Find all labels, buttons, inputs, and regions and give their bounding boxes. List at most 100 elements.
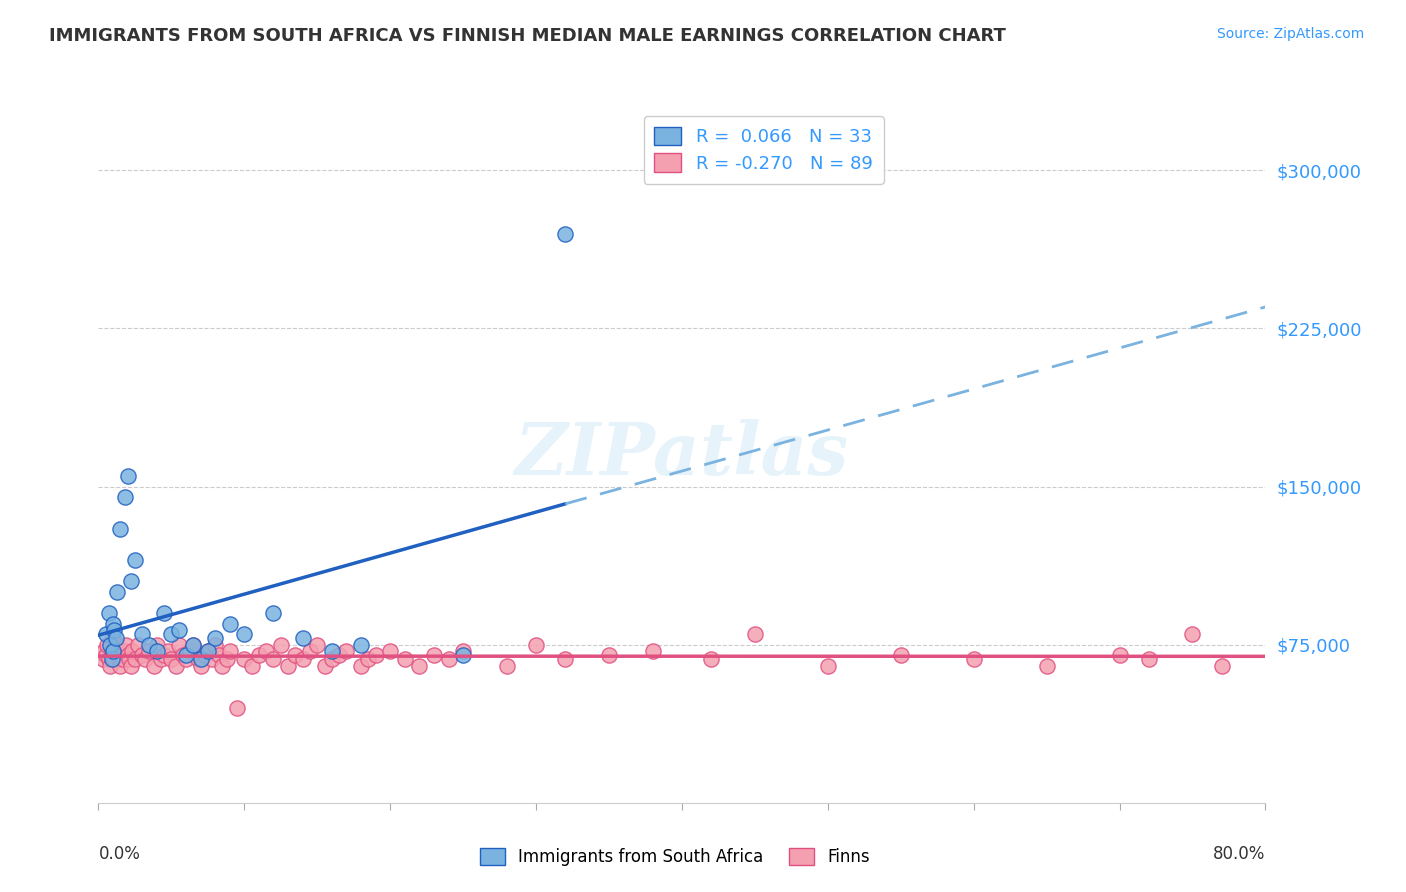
Point	[108, 652, 131, 666]
Point	[101, 632, 124, 646]
Point	[817, 658, 839, 673]
Point	[364, 648, 387, 663]
Point	[307, 638, 329, 652]
Point	[190, 652, 212, 666]
Point	[201, 652, 224, 666]
Point	[160, 652, 183, 666]
Point	[262, 652, 284, 666]
Point	[165, 658, 187, 673]
Point	[91, 652, 114, 666]
Point	[408, 658, 430, 673]
Point	[134, 652, 156, 666]
Point	[94, 627, 117, 641]
Point	[215, 652, 238, 666]
Point	[218, 616, 240, 631]
Point	[451, 648, 474, 663]
Point	[204, 638, 226, 652]
Point	[153, 606, 176, 620]
Point	[114, 644, 136, 658]
Point	[284, 648, 307, 663]
Text: 80.0%: 80.0%	[1213, 845, 1265, 863]
Point	[112, 652, 135, 666]
Point	[103, 623, 125, 637]
Point	[598, 648, 620, 663]
Point	[94, 648, 117, 663]
Point	[120, 574, 142, 589]
Point	[1181, 627, 1204, 641]
Point	[524, 638, 547, 652]
Point	[700, 652, 723, 666]
Point	[118, 652, 141, 666]
Point	[131, 627, 153, 641]
Point	[1035, 658, 1057, 673]
Point	[350, 658, 373, 673]
Text: Source: ZipAtlas.com: Source: ZipAtlas.com	[1216, 27, 1364, 41]
Point	[167, 623, 190, 637]
Point	[124, 652, 146, 666]
Point	[1137, 652, 1160, 666]
Point	[181, 638, 204, 652]
Point	[117, 469, 139, 483]
Point	[98, 658, 121, 673]
Point	[172, 648, 194, 663]
Point	[423, 648, 446, 663]
Legend: Immigrants from South Africa, Finns: Immigrants from South Africa, Finns	[472, 840, 877, 875]
Point	[218, 644, 240, 658]
Point	[233, 652, 256, 666]
Point	[247, 648, 270, 663]
Point	[138, 644, 160, 658]
Legend: R =  0.066   N = 33, R = -0.270   N = 89: R = 0.066 N = 33, R = -0.270 N = 89	[644, 116, 883, 184]
Point	[146, 638, 169, 652]
Point	[350, 638, 373, 652]
Point	[105, 644, 128, 658]
Point	[962, 652, 984, 666]
Point	[321, 644, 343, 658]
Point	[495, 658, 517, 673]
Point	[335, 644, 357, 658]
Point	[181, 638, 204, 652]
Point	[194, 648, 217, 663]
Point	[270, 638, 292, 652]
Point	[554, 227, 576, 241]
Point	[321, 652, 343, 666]
Point	[394, 652, 416, 666]
Point	[131, 648, 153, 663]
Point	[328, 648, 350, 663]
Point	[197, 644, 219, 658]
Point	[1108, 648, 1130, 663]
Point	[96, 638, 118, 652]
Point	[233, 627, 256, 641]
Point	[117, 648, 139, 663]
Point	[167, 638, 190, 652]
Point	[190, 658, 212, 673]
Point	[101, 644, 124, 658]
Point	[105, 585, 128, 599]
Point	[291, 632, 314, 646]
Point	[100, 652, 122, 666]
Point	[314, 658, 336, 673]
Point	[451, 644, 474, 658]
Text: IMMIGRANTS FROM SOUTH AFRICA VS FINNISH MEDIAN MALE EARNINGS CORRELATION CHART: IMMIGRANTS FROM SOUTH AFRICA VS FINNISH …	[49, 27, 1007, 45]
Point	[641, 644, 664, 658]
Point	[98, 638, 121, 652]
Point	[197, 644, 219, 658]
Point	[160, 627, 183, 641]
Point	[157, 644, 180, 658]
Point	[104, 632, 127, 646]
Point	[357, 652, 380, 666]
Point	[110, 522, 132, 536]
Point	[97, 652, 120, 666]
Point	[110, 658, 132, 673]
Point	[744, 627, 766, 641]
Point	[124, 553, 146, 567]
Point	[103, 652, 125, 666]
Point	[291, 652, 314, 666]
Point	[262, 606, 284, 620]
Point	[174, 652, 197, 666]
Text: 0.0%: 0.0%	[98, 845, 141, 863]
Point	[142, 658, 165, 673]
Point	[153, 648, 176, 663]
Point	[1211, 658, 1233, 673]
Text: ZIPatlas: ZIPatlas	[515, 419, 849, 491]
Point	[204, 632, 226, 646]
